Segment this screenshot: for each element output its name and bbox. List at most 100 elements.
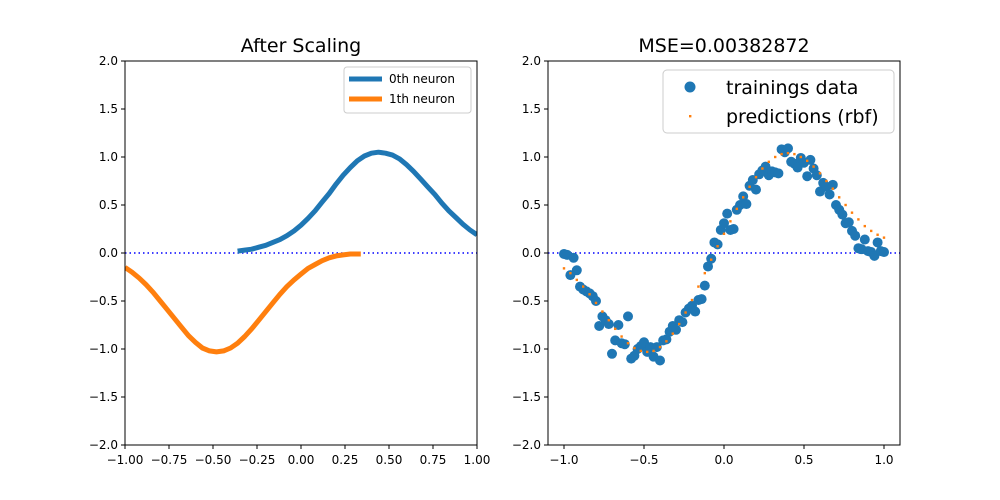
prediction-point [831,187,834,190]
data-point [677,317,688,328]
axes-frame [124,60,478,446]
y-tick-label: 2.0 [99,54,118,68]
y-tick-label: −1.5 [512,390,541,404]
data-point [712,239,723,250]
prediction-point [601,310,604,313]
y-tick-label: 0.0 [99,246,118,260]
data-point [722,208,733,219]
data-point [671,324,681,335]
data-point [619,339,630,350]
x-tick-label: −0.75 [151,453,188,467]
data-point [613,320,624,330]
prediction-point [729,220,732,223]
chart-0: After Scaling −1.00 −0.75 −0.50 −0.25 0.00 0.2… [89,35,491,467]
data-point [773,168,784,179]
x-tick-label: 0.0 [714,453,733,467]
prediction-point [582,285,585,288]
data-point [699,280,710,291]
series-0 [237,149,477,254]
prediction-point [870,229,873,233]
prediction-point [742,196,745,199]
prediction-point [722,232,726,235]
prediction-point [838,196,841,199]
data-point [591,296,601,306]
prediction-point [588,293,591,296]
y-tick-label: −1.5 [89,390,118,404]
axes-frame [547,60,901,446]
series-line-0 [237,149,477,254]
legend-label: 0th neuron [389,72,455,86]
chart-title: After Scaling [241,35,361,57]
prediction-point [671,332,674,335]
data-point [837,209,848,220]
data-point [751,184,761,195]
prediction-point [690,298,694,302]
x-tick-label: 0.5 [794,453,813,467]
data-point [872,237,883,248]
chart-1: MSE=0.00382872 −1.0 −0.5 0.0 0.5 1.0 −2.0 −1.5 −… [512,35,901,467]
data-point [571,265,582,276]
y-tick-label: −2.0 [512,438,541,452]
data-point [651,342,662,353]
legend-marker [689,115,692,118]
prediction-point [748,185,751,188]
prediction-point [639,349,642,353]
data-point [623,311,633,322]
prediction-point [863,224,866,228]
y-tick-label: 1.5 [522,102,541,116]
prediction-point [607,319,610,322]
x-tick-label: 0.00 [288,453,315,467]
x-tick-label: 0.50 [376,453,403,467]
data-point [703,261,713,272]
prediction-point [761,167,764,170]
series-line-1 [125,251,361,355]
x-tick-label: −1.0 [549,453,578,467]
prediction-point [806,159,809,163]
data-point [859,234,870,245]
data-point [824,189,835,200]
prediction-point [844,203,847,207]
prediction-point [665,340,668,343]
data-point [805,154,816,165]
prediction-point [786,151,790,155]
prediction-point [652,349,655,353]
y-tick-label: −2.0 [89,438,118,452]
prediction-point [703,271,706,275]
y-tick-label: 1.0 [522,150,541,164]
data-point [655,355,665,366]
data-point [879,247,889,258]
data-point [607,348,617,359]
data-point [696,294,707,305]
legend-marker [684,81,696,93]
x-tick-label: 1.0 [874,453,893,467]
y-tick-label: −0.5 [512,294,541,308]
data-point [811,170,822,181]
x-tick-label: 1.00 [464,453,491,467]
series-0 [559,143,889,366]
prediction-point [735,207,738,211]
prediction-point [678,322,681,326]
chart-title: MSE=0.00382872 [638,35,809,57]
legend-box [662,69,895,134]
prediction-point [562,267,566,270]
legend-label: trainings data [726,77,858,99]
series-1 [562,151,886,354]
y-tick-label: −0.5 [89,294,118,308]
y-tick-label: 2.0 [522,54,541,68]
data-point [741,199,752,210]
data-point [661,334,672,345]
series-1 [125,251,361,355]
prediction-point [626,342,630,345]
prediction-point [825,179,828,183]
prediction-point [882,236,886,239]
data-point [594,320,605,331]
prediction-point [857,218,860,221]
prediction-point [780,152,783,156]
data-point [603,319,614,330]
y-tick-label: 0.5 [522,198,541,212]
y-tick-label: −1.0 [512,342,541,356]
data-point [728,224,739,234]
prediction-point [876,233,879,236]
x-tick-label: −0.50 [195,453,232,467]
prediction-point [793,152,796,156]
